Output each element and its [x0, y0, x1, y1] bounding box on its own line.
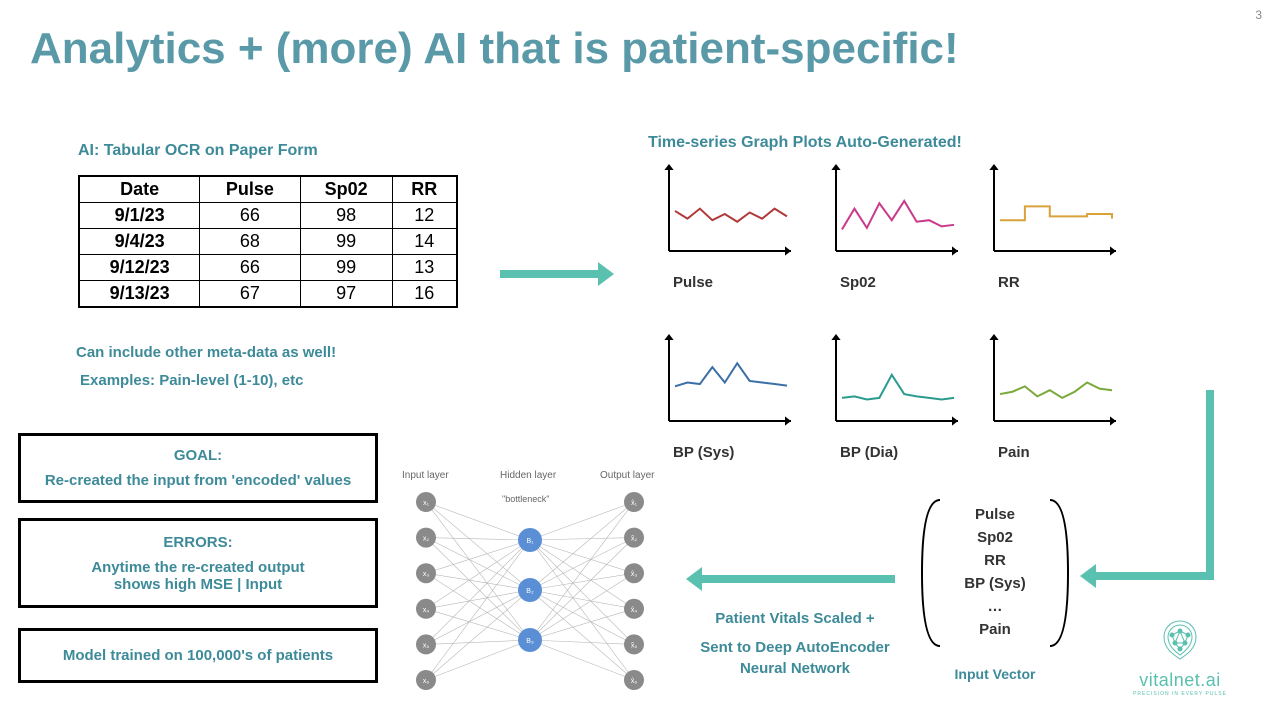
svg-text:x₄: x₄ [423, 607, 430, 614]
vitalnet-logo: vitalnet.ai PRECISION IN EVERY PULSE [1110, 615, 1250, 697]
arrow-table-to-charts [500, 270, 600, 278]
table-cell: 13 [392, 255, 457, 281]
table-cell: 12 [392, 203, 457, 229]
vitals-note-line1: Patient Vitals Scaled + [690, 608, 900, 629]
minichart-label: Pain [998, 444, 1030, 461]
table-cell: 99 [300, 229, 392, 255]
box-body: Re-created the input from 'encoded' valu… [45, 472, 351, 489]
table-cell: 9/13/23 [79, 281, 200, 308]
minichart-bp-dia-: BP (Dia) [822, 330, 962, 435]
svg-text:x̂₅: x̂₅ [631, 642, 638, 649]
table-cell: 66 [200, 203, 300, 229]
table-row: 9/12/23669913 [79, 255, 457, 281]
svg-text:B₃: B₃ [526, 638, 534, 645]
minichart-label: BP (Sys) [673, 444, 734, 461]
svg-text:B₁: B₁ [526, 538, 534, 545]
table-cell: 99 [300, 255, 392, 281]
input-vector: PulseSp02RRBP (Sys)…Pain Input Vector [920, 498, 1070, 668]
page-title: Analytics + (more) AI that is patient-sp… [30, 24, 959, 74]
nn-bottleneck-label: "bottleneck" [502, 494, 549, 504]
box-title: ERRORS: [163, 534, 232, 551]
svg-text:x₅: x₅ [423, 642, 430, 649]
vitals-scaled-note: Patient Vitals Scaled + Sent to Deep Aut… [690, 608, 900, 679]
svg-text:x₃: x₃ [423, 571, 430, 578]
timeseries-label: Time-series Graph Plots Auto-Generated! [648, 134, 962, 152]
nn-input-layer-label: Input layer [402, 470, 449, 481]
arrow-charts-to-vector [1094, 390, 1214, 585]
table-cell: 9/1/23 [79, 203, 200, 229]
svg-text:x̂₂: x̂₂ [631, 536, 638, 543]
table-header: Sp02 [300, 176, 392, 203]
info-box-goal: GOAL: Re-created the input from 'encoded'… [18, 433, 378, 503]
svg-text:x̂₁: x̂₁ [631, 500, 638, 507]
minichart-sp02: Sp02 [822, 160, 962, 265]
table-cell: 98 [300, 203, 392, 229]
svg-text:x̂₃: x̂₃ [631, 571, 638, 578]
table-cell: 16 [392, 281, 457, 308]
info-box-model: Model trained on 100,000's of patients [18, 628, 378, 683]
minichart-label: BP (Dia) [840, 444, 898, 461]
vitals-note-line2: Sent to Deep AutoEncoder Neural Network [690, 637, 900, 679]
arrow-vector-to-nn [700, 575, 895, 583]
ocr-table: DatePulseSp02RR 9/1/236698129/4/23689914… [78, 175, 458, 308]
box-body: Model trained on 100,000's of patients [63, 647, 333, 664]
table-cell: 9/12/23 [79, 255, 200, 281]
nn-output-layer-label: Output layer [600, 470, 654, 481]
svg-text:x₂: x₂ [423, 536, 430, 543]
table-cell: 97 [300, 281, 392, 308]
box-body: Anytime the re-created outputshows high … [91, 559, 304, 593]
table-cell: 9/4/23 [79, 229, 200, 255]
autoencoder-diagram: Input layer Hidden layer Output layer "b… [390, 470, 670, 690]
logo-subtext: PRECISION IN EVERY PULSE [1110, 691, 1250, 697]
minichart-label: Sp02 [840, 274, 876, 291]
table-header: RR [392, 176, 457, 203]
table-cell: 67 [200, 281, 300, 308]
table-row: 9/1/23669812 [79, 203, 457, 229]
meta-note-1: Can include other meta-data as well! [76, 344, 336, 361]
table-section-label: AI: Tabular OCR on Paper Form [78, 142, 318, 160]
svg-text:x̂₄: x̂₄ [631, 607, 638, 614]
minichart-label: RR [998, 274, 1020, 291]
svg-text:B₂: B₂ [526, 588, 534, 595]
table-header: Date [79, 176, 200, 203]
svg-text:x₆: x₆ [423, 678, 430, 685]
svg-text:x̂₆: x̂₆ [631, 678, 638, 685]
table-cell: 14 [392, 229, 457, 255]
logo-text: vitalnet.ai [1110, 670, 1250, 691]
info-box-errors: ERRORS: Anytime the re-created outputshow… [18, 518, 378, 608]
minichart-label: Pulse [673, 274, 713, 291]
box-title: GOAL: [174, 447, 222, 464]
table-cell: 68 [200, 229, 300, 255]
nn-hidden-layer-label: Hidden layer [500, 470, 556, 481]
meta-note-2: Examples: Pain-level (1-10), etc [80, 372, 303, 389]
minichart-rr: RR [980, 160, 1120, 265]
minichart-pulse: Pulse [655, 160, 795, 265]
table-header: Pulse [200, 176, 300, 203]
minichart-bp-sys-: BP (Sys) [655, 330, 795, 435]
input-vector-label: Input Vector [920, 666, 1070, 682]
page-number: 3 [1255, 8, 1262, 22]
table-row: 9/13/23679716 [79, 281, 457, 308]
table-row: 9/4/23689914 [79, 229, 457, 255]
svg-text:x₁: x₁ [423, 500, 430, 507]
table-cell: 66 [200, 255, 300, 281]
